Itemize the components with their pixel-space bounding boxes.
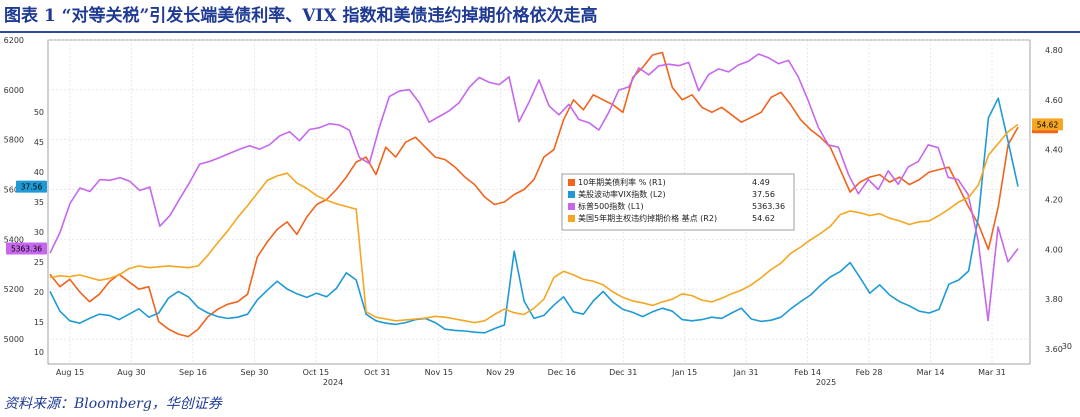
y-tick-L2: 20: [34, 288, 44, 297]
x-tick-label: Mar 31: [978, 368, 1006, 377]
chart-title: 图表 1 “对等关税”引发长端美债利率、VIX 指数和美债违约掉期价格依次走高: [4, 6, 598, 26]
y-tick-R1: 4.60: [1045, 96, 1063, 105]
legend-swatch-2: [568, 203, 575, 210]
line-chart: Aug 15 Aug 30 Sep 16 Sep 30 Oct 15 Oct 31 Nov …: [4, 36, 1072, 387]
x-tick-label: Oct 15: [303, 368, 330, 377]
y-tick-R1: 4.00: [1045, 245, 1063, 254]
x-tick-label: Feb 28: [856, 368, 883, 377]
y-tick-R1: 3.80: [1045, 295, 1063, 304]
y-tick-L1: 6200: [4, 36, 24, 45]
x-tick-label: Dec 16: [548, 368, 576, 377]
legend-label-0: 10年期美债利率 % (R1): [578, 177, 666, 187]
x-tick-label: Jan 31: [733, 368, 759, 377]
legend-value-3: 54.62: [752, 214, 775, 223]
y-tick-L1: 5600: [4, 186, 24, 195]
x-tick-label: Sep 16: [179, 368, 207, 377]
year-label-2024: 2024: [323, 378, 343, 387]
y-tick-L2: 15: [34, 318, 44, 327]
legend-value-0: 4.49: [752, 178, 770, 187]
badge-cds: 54.62: [1037, 120, 1059, 129]
year-label-2025: 2025: [816, 378, 836, 387]
series-line-3: [49, 123, 1019, 324]
x-tick-label: Dec 31: [609, 368, 637, 377]
badge-vix: 37.56: [21, 183, 43, 192]
y-tick-L2: 10: [34, 348, 44, 357]
y-tick-R1: 4.80: [1045, 46, 1063, 55]
legend-swatch-1: [568, 191, 575, 198]
x-tick-label: Sep 30: [240, 368, 268, 377]
legend-value-2: 5363.36: [752, 202, 785, 211]
x-tick-label: Oct 31: [364, 368, 391, 377]
y-tick-L1: 5800: [4, 136, 24, 145]
legend-label-3: 美国5年期主权违约掉期价格 基点 (R2): [578, 213, 717, 223]
y-tick-L2: 35: [34, 198, 44, 207]
y-tick-L2: 45: [34, 138, 44, 147]
legend-value-1: 37.56: [752, 190, 775, 199]
legend-label-1: 美股波动率VIX指数 (L2): [578, 189, 666, 199]
x-tick-label: Aug 30: [117, 368, 145, 377]
legend-label-2: 标普500指数 (L1): [578, 201, 644, 211]
badge-spx-bg: [6, 242, 47, 255]
x-tick-label: Jan 15: [671, 368, 697, 377]
x-tick-label: Nov 29: [486, 368, 514, 377]
y-tick-R1: 4.20: [1045, 196, 1063, 205]
y-tick-L2: 25: [34, 258, 44, 267]
y-tick-L2: 30: [34, 228, 44, 237]
y-tick-L1: 5400: [4, 235, 24, 244]
series-line-2: [49, 53, 1019, 322]
legend-swatch-3: [568, 215, 575, 222]
badge-spx: 5363.36: [11, 245, 42, 254]
y-tick-L1: 5000: [4, 335, 24, 344]
badge-vix-bg: [16, 180, 47, 193]
y-tick-L1: 5200: [4, 285, 24, 294]
title-rule: [0, 31, 1080, 33]
y-tick-R1: 3.60: [1045, 345, 1063, 354]
series-line-1: [49, 97, 1019, 334]
x-tick-label: Nov 15: [425, 368, 453, 377]
x-tick-label: Mar 14: [917, 368, 945, 377]
y-tick-R2: 30: [1062, 342, 1072, 351]
legend-box: [561, 173, 795, 231]
plot-frame: [47, 39, 1031, 365]
x-tick-label: Feb 14: [794, 368, 821, 377]
y-tick-L2: 50: [34, 108, 44, 117]
y-tick-R1: 4.40: [1045, 146, 1063, 155]
legend-swatch-0: [568, 179, 575, 186]
chart-area: Aug 15 Aug 30 Sep 16 Sep 30 Oct 15 Oct 31 Nov …: [0, 34, 1080, 389]
x-tick-label: Aug 15: [56, 368, 84, 377]
y-tick-L2: 40: [34, 168, 44, 177]
source-note: 资料来源：Bloomberg，华创证券: [4, 396, 222, 412]
badge-cds-bg: [1032, 118, 1063, 131]
y-tick-L1: 6000: [4, 86, 24, 95]
